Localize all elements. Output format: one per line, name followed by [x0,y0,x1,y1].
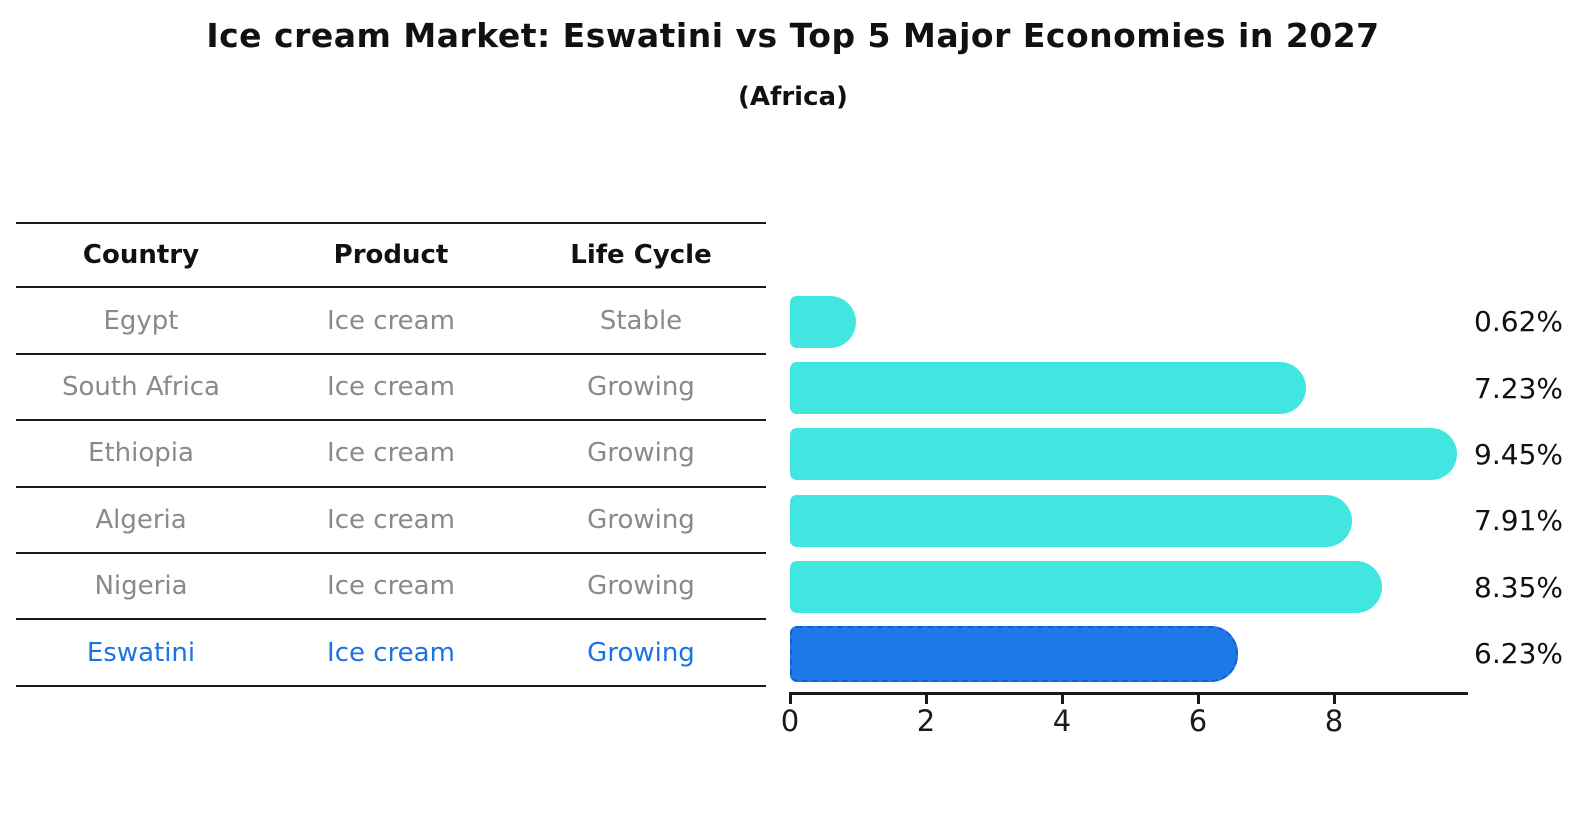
table-cell-product: Ice cream [327,637,455,668]
column-header-product: Product [333,240,449,271]
x-axis-tick [789,692,792,704]
x-axis-tick-label: 8 [1324,704,1344,738]
x-axis-tick [1061,692,1064,704]
x-axis-tick-label: 6 [1188,704,1208,738]
table-row: Nigeria Ice cream Growing [16,554,766,621]
table-cell-country: Eswatini [86,637,196,668]
bar-egypt [790,295,857,348]
bar-algeria [790,494,1352,547]
table-cell-country: South Africa [62,371,220,402]
bar-value-label: 7.23% [1474,371,1563,405]
table-cell-country: Nigeria [94,571,188,602]
page-title: Ice cream Market: Eswatini vs Top 5 Majo… [206,16,1380,55]
x-axis-tick-label: 2 [916,704,936,738]
bar-eswatini [790,625,1238,682]
table-row: Algeria Ice cream Growing [16,488,766,554]
bar-ethiopia [790,428,1457,481]
bar-value-label: 9.45% [1474,437,1563,471]
x-axis-tick [1197,692,1200,704]
bar-value-label: 0.62% [1474,305,1563,339]
bar-value-label: 8.35% [1474,570,1563,604]
table-row: Ethiopia Ice cream Growing [16,421,766,488]
x-axis-line [790,692,1468,695]
column-header-country: Country [82,240,200,271]
table-row: Egypt Ice cream Stable [16,288,766,355]
table-cell-product: Ice cream [327,305,455,336]
table-cell-life-cycle: Stable [599,305,683,336]
x-axis-tick [925,692,928,704]
table-cell-life-cycle: Growing [587,637,695,668]
table-body: Egypt Ice cream Stable South Africa Ice crea… [16,288,766,687]
column-header-life-cycle: Life Cycle [570,240,712,271]
table-header-row: Country Product Life Cycle [16,222,766,289]
table-cell-country: Ethiopia [88,438,194,469]
table-cell-product: Ice cream [327,371,455,402]
table-row: South Africa Ice cream Growing [16,355,766,422]
x-axis-tick-label: 4 [1052,704,1072,738]
table-cell-country: Algeria [95,504,187,535]
table-row: Eswatini Ice cream Growing [16,620,766,687]
x-axis-tick [1333,692,1336,704]
bar-value-label: 7.91% [1474,504,1563,538]
bar-nigeria [790,561,1382,614]
table-cell-product: Ice cream [327,571,455,602]
table-cell-life-cycle: Growing [587,504,695,535]
table-cell-country: Egypt [103,305,179,336]
table-cell-life-cycle: Growing [587,571,695,602]
x-axis-tick-label: 0 [780,704,800,738]
page-subtitle: (Africa) [738,82,848,112]
bar-south-africa [790,362,1306,414]
table-cell-product: Ice cream [327,504,455,535]
table-cell-life-cycle: Growing [587,371,695,402]
table-cell-life-cycle: Growing [587,438,695,469]
bar-value-label: 6.23% [1474,637,1563,671]
table-cell-product: Ice cream [327,438,455,469]
data-table: Country Product Life Cycle Egypt Ice crea… [16,222,766,687]
